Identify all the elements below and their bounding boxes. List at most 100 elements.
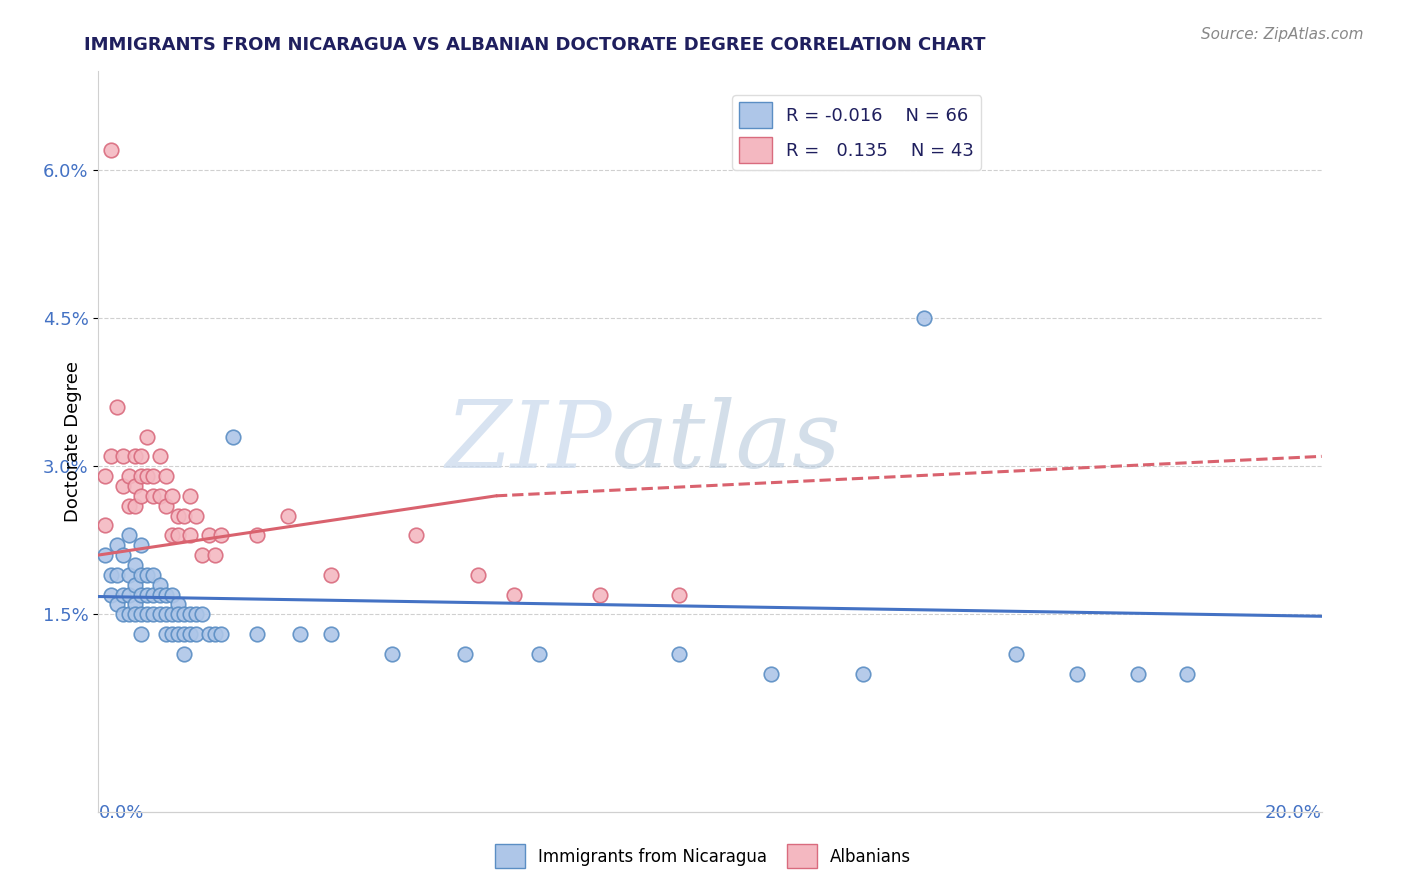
Point bbox=[467, 567, 489, 582]
Point bbox=[246, 627, 269, 641]
Y-axis label: Doctorate Degree: Doctorate Degree bbox=[63, 361, 82, 522]
Point bbox=[1004, 647, 1026, 661]
Point bbox=[160, 489, 183, 503]
Point bbox=[124, 499, 146, 513]
Point bbox=[100, 144, 122, 158]
Point bbox=[105, 567, 128, 582]
Point bbox=[179, 627, 201, 641]
Point bbox=[1175, 666, 1198, 681]
Point bbox=[129, 627, 152, 641]
Point bbox=[136, 429, 159, 443]
Legend: R = -0.016    N = 66, R =   0.135    N = 43: R = -0.016 N = 66, R = 0.135 N = 43 bbox=[733, 95, 981, 169]
Point bbox=[93, 518, 115, 533]
Point bbox=[1066, 666, 1088, 681]
Point bbox=[204, 627, 226, 641]
Point bbox=[124, 577, 146, 591]
Point bbox=[173, 607, 195, 622]
Legend: Immigrants from Nicaragua, Albanians: Immigrants from Nicaragua, Albanians bbox=[488, 838, 918, 875]
Point bbox=[197, 528, 219, 542]
Point bbox=[129, 538, 152, 552]
Point bbox=[155, 607, 177, 622]
Point bbox=[246, 528, 269, 542]
Point bbox=[1128, 666, 1150, 681]
Point bbox=[149, 577, 172, 591]
Point bbox=[209, 528, 232, 542]
Point bbox=[209, 627, 232, 641]
Point bbox=[129, 588, 152, 602]
Point bbox=[136, 469, 159, 483]
Point bbox=[167, 508, 190, 523]
Point bbox=[167, 607, 190, 622]
Point bbox=[527, 647, 550, 661]
Point bbox=[111, 479, 134, 493]
Point bbox=[149, 450, 172, 464]
Point bbox=[167, 528, 190, 542]
Point bbox=[222, 429, 245, 443]
Point bbox=[111, 450, 134, 464]
Point bbox=[852, 666, 875, 681]
Point bbox=[319, 567, 342, 582]
Point bbox=[111, 548, 134, 562]
Text: 0.0%: 0.0% bbox=[98, 804, 143, 822]
Point bbox=[179, 489, 201, 503]
Point bbox=[136, 588, 159, 602]
Point bbox=[186, 627, 208, 641]
Point bbox=[129, 450, 152, 464]
Point bbox=[118, 469, 141, 483]
Point bbox=[179, 528, 201, 542]
Point bbox=[118, 499, 141, 513]
Point bbox=[124, 479, 146, 493]
Point bbox=[105, 598, 128, 612]
Point bbox=[197, 627, 219, 641]
Point bbox=[173, 647, 195, 661]
Point bbox=[167, 598, 190, 612]
Point bbox=[124, 598, 146, 612]
Point bbox=[136, 567, 159, 582]
Point bbox=[454, 647, 477, 661]
Point bbox=[155, 469, 177, 483]
Point bbox=[149, 588, 172, 602]
Point bbox=[277, 508, 299, 523]
Point bbox=[93, 469, 115, 483]
Point bbox=[100, 588, 122, 602]
Point bbox=[290, 627, 312, 641]
Text: Source: ZipAtlas.com: Source: ZipAtlas.com bbox=[1201, 27, 1364, 42]
Point bbox=[668, 647, 690, 661]
Point bbox=[191, 548, 214, 562]
Point bbox=[160, 627, 183, 641]
Point bbox=[111, 588, 134, 602]
Point bbox=[160, 607, 183, 622]
Point bbox=[167, 627, 190, 641]
Point bbox=[142, 567, 165, 582]
Point bbox=[142, 469, 165, 483]
Point bbox=[186, 607, 208, 622]
Point bbox=[149, 607, 172, 622]
Point bbox=[142, 489, 165, 503]
Point bbox=[149, 489, 172, 503]
Point bbox=[142, 607, 165, 622]
Point bbox=[160, 528, 183, 542]
Point bbox=[118, 607, 141, 622]
Point bbox=[155, 499, 177, 513]
Point bbox=[319, 627, 342, 641]
Point bbox=[186, 508, 208, 523]
Point bbox=[136, 607, 159, 622]
Point bbox=[111, 607, 134, 622]
Point bbox=[100, 567, 122, 582]
Point bbox=[124, 450, 146, 464]
Text: IMMIGRANTS FROM NICARAGUA VS ALBANIAN DOCTORATE DEGREE CORRELATION CHART: IMMIGRANTS FROM NICARAGUA VS ALBANIAN DO… bbox=[84, 36, 986, 54]
Point bbox=[204, 548, 226, 562]
Point bbox=[129, 607, 152, 622]
Point bbox=[589, 588, 612, 602]
Point bbox=[100, 450, 122, 464]
Point bbox=[173, 627, 195, 641]
Point bbox=[155, 627, 177, 641]
Point bbox=[155, 588, 177, 602]
Point bbox=[405, 528, 427, 542]
Point bbox=[912, 311, 935, 326]
Point bbox=[118, 588, 141, 602]
Point bbox=[105, 400, 128, 414]
Point bbox=[124, 558, 146, 572]
Point bbox=[142, 588, 165, 602]
Point bbox=[503, 588, 526, 602]
